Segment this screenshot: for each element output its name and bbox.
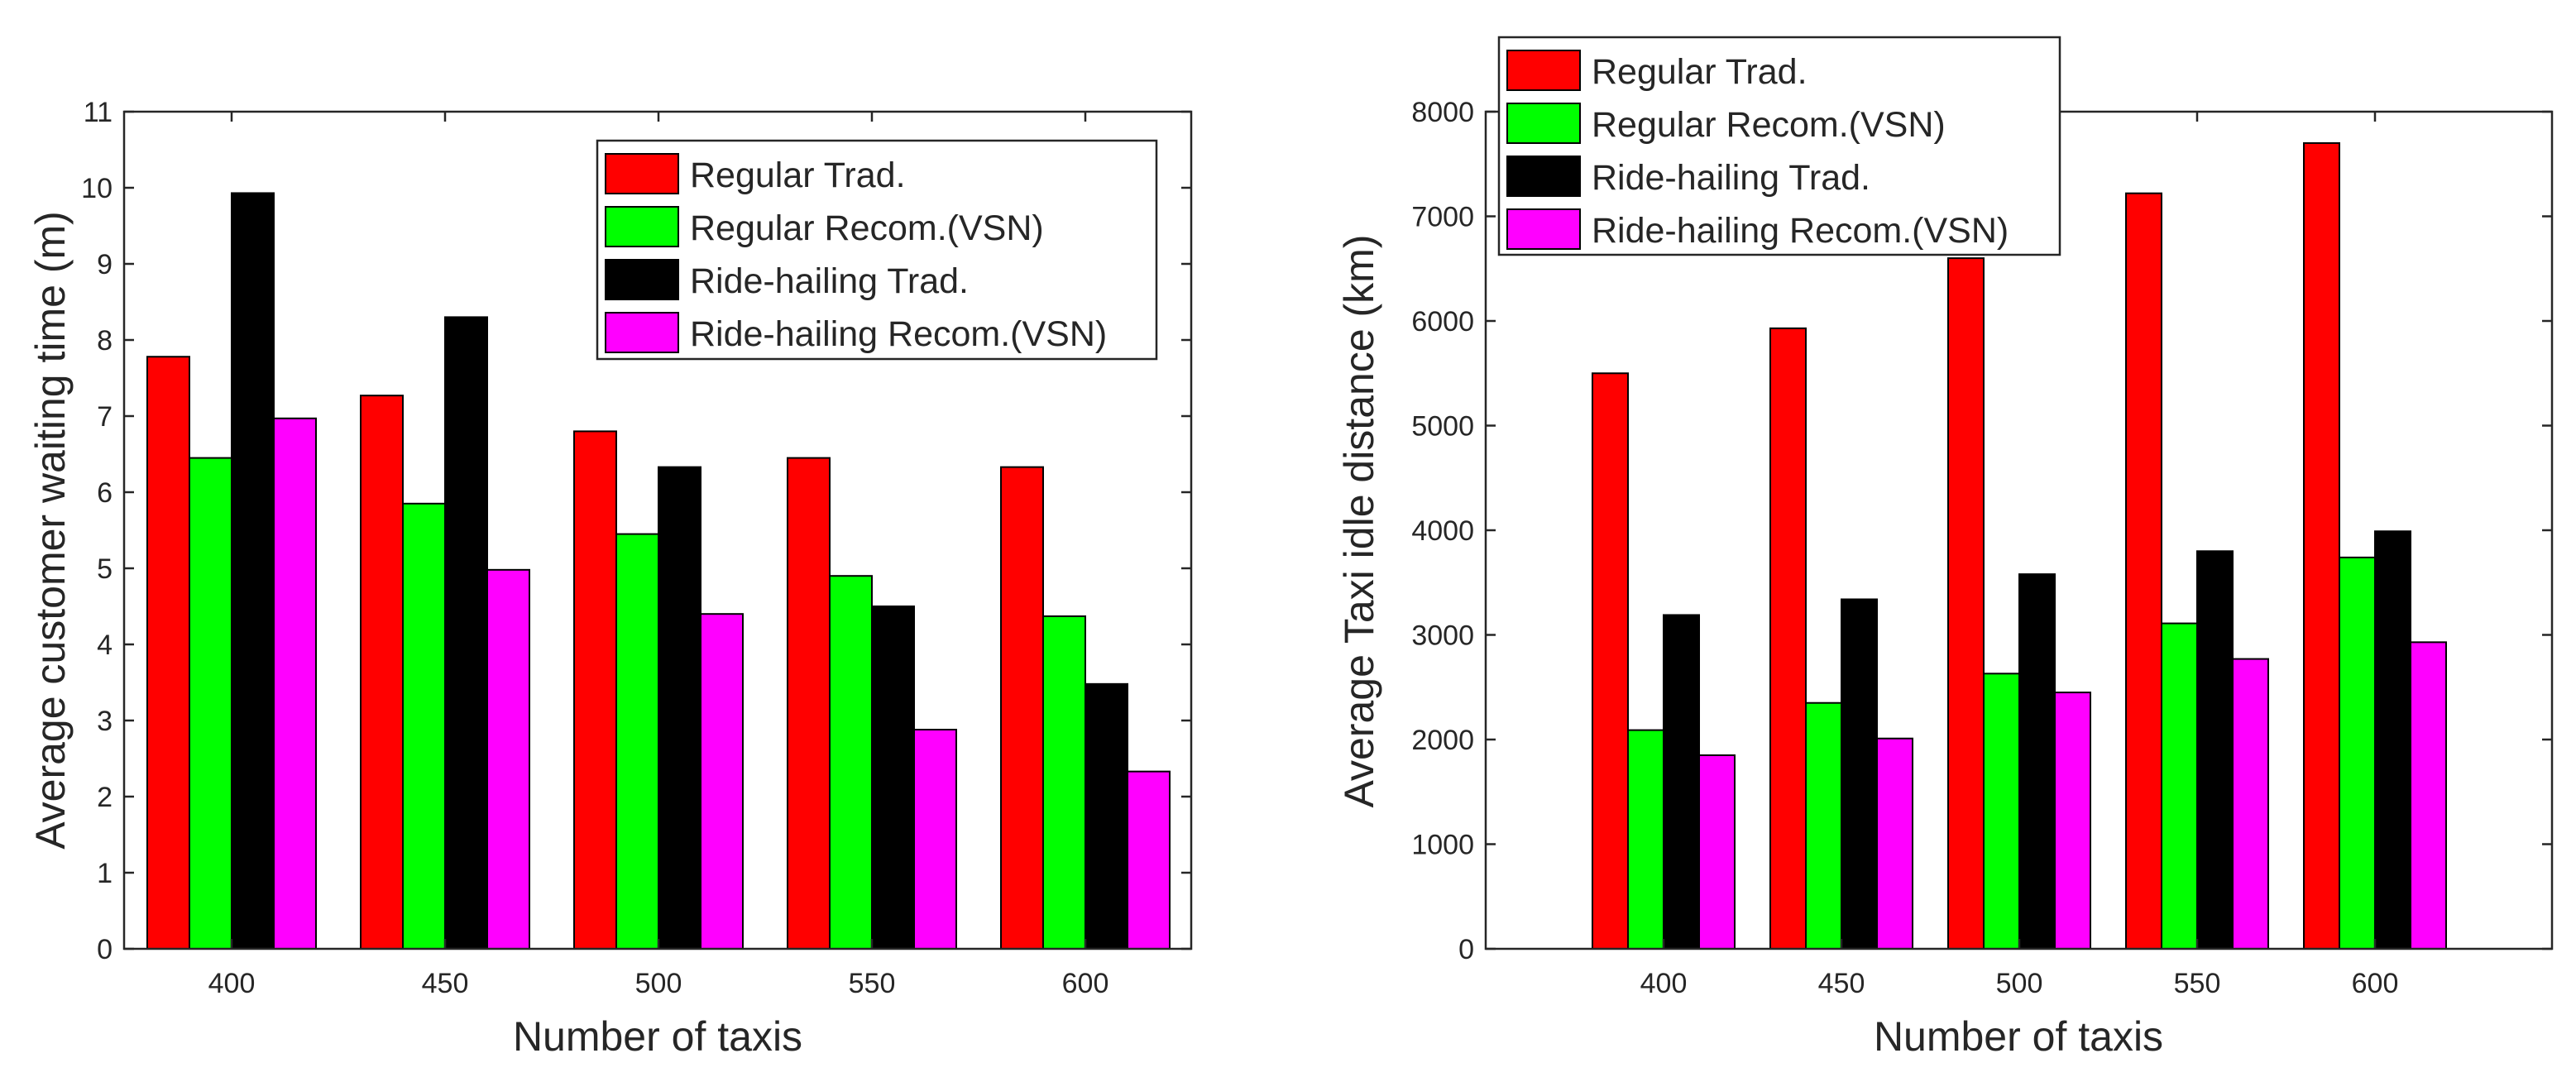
bar (615, 533, 659, 950)
bar (1805, 701, 1842, 950)
bar (273, 417, 317, 950)
legend-label: Regular Recom.(VSN) (1592, 105, 1946, 145)
waiting-time-chart: 0 1 2 3 4 5 6 7 8 9 10 11 400 450 500 550 600 Number of … (27, 97, 1193, 1060)
bar (2125, 192, 2162, 950)
y-tick-label: 0 (1458, 934, 1474, 965)
y-tick-label: 6000 (1411, 306, 1474, 338)
bar (1983, 673, 2020, 950)
bar (787, 457, 831, 950)
bar (146, 356, 190, 950)
bar (913, 729, 957, 950)
x-axis-label: Number of taxis (513, 1013, 802, 1060)
x-tick-label: 600 (1062, 968, 1109, 999)
legend-box (1497, 36, 2061, 256)
x-tick-label: 500 (635, 968, 682, 999)
y-tick-label: 9 (97, 249, 113, 280)
y-tick-label: 3 (97, 706, 113, 737)
legend-swatch (1506, 208, 1581, 250)
x-tick-label: 400 (208, 968, 256, 999)
bar (1127, 770, 1171, 950)
legend-swatch (1506, 50, 1581, 91)
y-tick-label: 11 (84, 97, 113, 128)
bar (402, 502, 446, 950)
bar (2018, 573, 2056, 950)
y-tick-label: 10 (81, 173, 113, 204)
y-tick-label: 6 (97, 477, 113, 509)
y-axis-label: Average customer waiting time (m) (27, 211, 74, 850)
x-tick-label: 500 (1996, 968, 2043, 999)
bar (871, 606, 915, 950)
bar (1769, 327, 1807, 950)
bar (1876, 737, 1913, 950)
idle-distance-chart: 0 1000 2000 3000 4000 5000 6000 7000 8000 400 450 5… (1336, 36, 2554, 1060)
bar (658, 466, 701, 950)
bar (189, 457, 232, 950)
bar (2410, 641, 2447, 950)
bar (360, 395, 404, 950)
bar (1627, 729, 1664, 950)
x-tick-label: 400 (1640, 968, 1688, 999)
y-tick-label: 2000 (1411, 725, 1474, 756)
y-axis-label: Average Taxi idle distance (km) (1336, 235, 1382, 808)
y-tick-label: 2 (97, 782, 113, 813)
bar (444, 316, 488, 950)
legend-label: Ride-hailing Trad. (1592, 158, 1870, 198)
legend-swatch (1506, 103, 1581, 144)
legend-label: Ride-hailing Recom.(VSN) (1592, 211, 2009, 251)
x-tick-label: 550 (849, 968, 896, 999)
legend: Regular Trad. Regular Recom.(VSN) Ride-hai… (1497, 36, 2061, 256)
bar (1841, 598, 1878, 950)
bar (1085, 682, 1128, 950)
bar (486, 568, 530, 950)
legend-swatch (605, 259, 679, 300)
legend-label: Regular Trad. (690, 156, 906, 195)
legend-box (596, 139, 1158, 361)
y-tick-label: 8 (97, 325, 113, 357)
bar (829, 575, 873, 950)
bar (2374, 530, 2411, 950)
x-tick-label: 600 (2352, 968, 2399, 999)
legend-swatch (605, 206, 679, 247)
legend-label: Ride-hailing Recom.(VSN) (690, 314, 1107, 354)
y-tick-label: 0 (97, 934, 113, 965)
y-tick-label: 4000 (1411, 515, 1474, 547)
y-tick-label: 7000 (1411, 202, 1474, 233)
bar (2054, 692, 2091, 950)
bar (231, 192, 275, 950)
y-tick-label: 8000 (1411, 97, 1474, 128)
y-tick-label: 5 (97, 553, 113, 585)
bar (1000, 466, 1044, 950)
x-tick-label: 450 (1818, 968, 1865, 999)
legend-swatch (605, 153, 679, 194)
x-tick-label: 550 (2174, 968, 2221, 999)
y-tick-label: 4 (97, 630, 113, 661)
y-tick-label: 1 (97, 858, 113, 889)
legend-label: Regular Recom.(VSN) (690, 208, 1044, 248)
legend-label: Ride-hailing Trad. (690, 261, 969, 301)
bar (1592, 372, 1629, 950)
bar (1042, 615, 1086, 950)
bar (2196, 550, 2234, 950)
bar (2232, 658, 2269, 950)
bar (2339, 556, 2376, 950)
bar (1663, 614, 1700, 950)
bar (1698, 754, 1736, 950)
y-tick-label: 7 (97, 401, 113, 433)
legend-swatch (605, 312, 679, 353)
legend-label: Regular Trad. (1592, 52, 1808, 92)
bar (573, 430, 617, 950)
bar (2303, 141, 2340, 950)
x-tick-label: 450 (422, 968, 469, 999)
bar (1947, 257, 1985, 950)
legend: Regular Trad. Regular Recom.(VSN) Ride-hai… (596, 139, 1158, 361)
legend-swatch (1506, 156, 1581, 197)
y-tick-label: 1000 (1411, 830, 1474, 861)
x-axis-label: Number of taxis (1874, 1013, 2163, 1060)
y-tick-label: 3000 (1411, 620, 1474, 652)
bar (700, 613, 744, 950)
bar (2161, 622, 2198, 950)
y-tick-label: 5000 (1411, 411, 1474, 443)
